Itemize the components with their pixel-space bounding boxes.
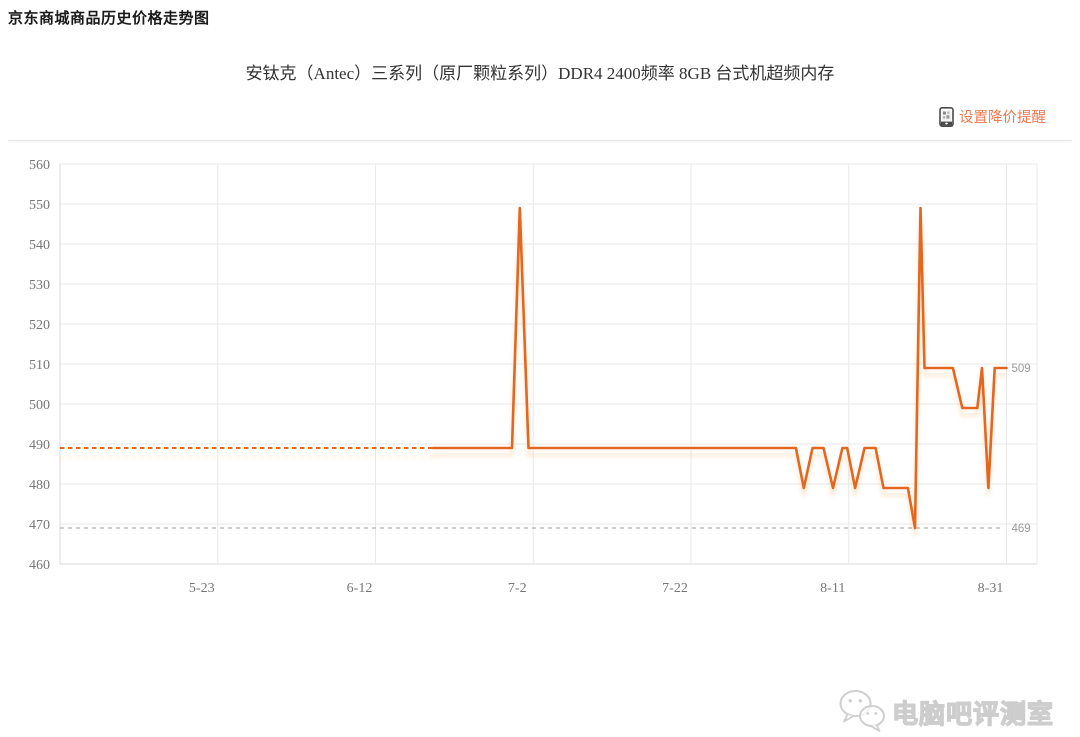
grid-lines <box>59 163 1038 565</box>
y-tick-label: 480 <box>29 478 50 493</box>
chart-canvas: 460 470 480 490 500 510 520 530 540 550 560 5-23 6-1… <box>29 158 1038 596</box>
y-tick-label: 500 <box>29 398 50 413</box>
y-tick-label: 490 <box>29 438 50 453</box>
last-price-label: 509 <box>1012 363 1031 375</box>
product-title: 安钛克（Antec）三系列（原厂颗粒系列）DDR4 2400频率 8GB 台式机… <box>245 64 835 83</box>
y-tick-label: 530 <box>29 278 50 293</box>
x-tick-label: 8-11 <box>820 581 845 596</box>
x-tick-label: 7-2 <box>508 581 527 596</box>
x-tick-label: 7-22 <box>662 581 688 596</box>
value-labels: 469 509 <box>1012 363 1031 535</box>
header-divider <box>8 140 1072 141</box>
y-tick-label: 520 <box>29 318 50 333</box>
price-history-page: 京东商城商品历史价格走势图 安钛克（Antec）三系列（原厂颗粒系列）DDR4 … <box>0 10 1080 732</box>
y-tick-label: 540 <box>29 238 50 253</box>
x-tick-label: 8-31 <box>978 581 1004 596</box>
watermark-text: 电脑吧评测室 <box>891 698 1055 729</box>
x-tick-label: 5-23 <box>189 581 215 596</box>
y-tick-label: 550 <box>29 198 50 213</box>
price-alert-link[interactable]: 设置降价提醒 <box>939 106 1046 127</box>
price-alert-label: 设置降价提醒 <box>959 110 1046 126</box>
watermark: 电脑吧评测室 <box>836 687 1054 737</box>
min-price-label: 469 <box>1012 523 1031 535</box>
y-tick-label: 470 <box>29 518 50 533</box>
page-title: 京东商城商品历史价格走势图 <box>8 10 210 27</box>
price-history-chart: 460 470 480 490 500 510 520 530 540 550 560 5-23 6-1… <box>0 140 1080 732</box>
y-tick-label: 560 <box>29 158 50 173</box>
y-tick-label: 510 <box>29 358 50 373</box>
y-tick-label: 460 <box>29 558 50 573</box>
x-tick-label: 6-12 <box>347 581 373 596</box>
axis-labels: 460 470 480 490 500 510 520 530 540 550 560 5-23 6-1… <box>29 158 1003 596</box>
wechat-logo-icon <box>839 690 885 732</box>
price-line <box>431 206 1008 530</box>
price-series <box>60 206 1008 530</box>
phone-icon <box>939 106 954 127</box>
